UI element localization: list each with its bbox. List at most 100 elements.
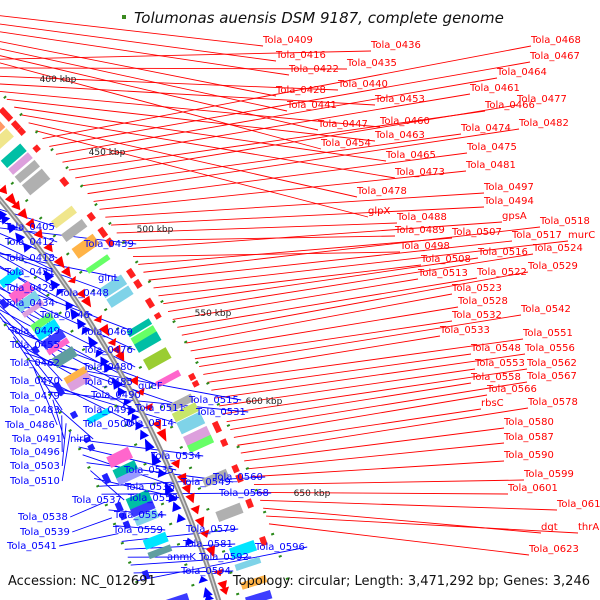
reverse-gene-label[interactable]: Tola_0421: [4, 267, 55, 278]
reverse-gene-label[interactable]: Tola_0470: [9, 376, 60, 387]
forward-gene-label[interactable]: Tola_0488: [396, 212, 447, 223]
forward-gene-label[interactable]: Tola_0567: [526, 371, 577, 382]
forward-gene-label[interactable]: rbsC: [481, 398, 504, 409]
forward-gene-label[interactable]: Tola_0551: [522, 328, 573, 339]
reverse-gene-label[interactable]: Tola_0531: [195, 407, 246, 418]
reverse-gene-label[interactable]: Tola_0503: [9, 461, 60, 472]
forward-gene-label[interactable]: Tola_0489: [394, 225, 445, 236]
forward-gene-label[interactable]: Tola_0566: [486, 384, 537, 395]
reverse-gene-label[interactable]: Tola_0429: [4, 283, 55, 294]
reverse-gene-label[interactable]: Tola_0511: [134, 403, 185, 414]
forward-gene-label[interactable]: Tola_0532: [451, 310, 502, 321]
reverse-gene-label[interactable]: Tola_0560: [212, 472, 263, 483]
forward-gene-label[interactable]: Tola_0474: [460, 123, 511, 134]
forward-gene-label[interactable]: Tola_0416: [275, 50, 326, 61]
reverse-gene-label[interactable]: Tola_0449: [9, 326, 60, 337]
reverse-gene-label[interactable]: nirD: [70, 434, 91, 445]
reverse-gene-label[interactable]: Tola_0538: [17, 512, 68, 523]
reverse-gene-label[interactable]: Tola_0539: [19, 527, 70, 538]
reverse-gene-label[interactable]: Tola_0500: [82, 419, 133, 430]
forward-gene-label[interactable]: Tola_0522: [476, 267, 527, 278]
reverse-gene-label[interactable]: Tola_0534: [150, 451, 201, 462]
forward-gene-label[interactable]: Tola_0578: [527, 397, 578, 408]
reverse-gene-label[interactable]: Tola_0476: [82, 345, 133, 356]
forward-gene-label[interactable]: Tola_0508: [420, 254, 471, 265]
reverse-gene-label[interactable]: Tola_0495: [82, 405, 133, 416]
forward-gene-label[interactable]: thrA: [578, 522, 599, 533]
forward-gene-label[interactable]: Tola_0466: [484, 100, 535, 111]
forward-gene-label[interactable]: Tola_0436: [370, 40, 421, 51]
reverse-gene-label[interactable]: Tola_0592: [198, 552, 249, 563]
forward-gene-label[interactable]: glpX: [368, 206, 390, 217]
reverse-gene-label[interactable]: Tola_0448: [58, 288, 109, 299]
forward-gene-label[interactable]: Tola_0516: [477, 247, 528, 258]
reverse-gene-label[interactable]: Tola_0594: [180, 566, 231, 577]
forward-gene-label[interactable]: Tola_0523: [451, 283, 502, 294]
reverse-gene-label[interactable]: Tola_0581: [182, 539, 233, 550]
reverse-gene-label[interactable]: Tola_0537: [71, 495, 122, 506]
forward-gene-label[interactable]: Tola_0447: [317, 119, 368, 130]
forward-gene-label[interactable]: Tola_0482: [518, 118, 569, 129]
forward-gene-label[interactable]: Tola_0463: [374, 130, 425, 141]
reverse-gene-label[interactable]: Tola_0491: [11, 434, 62, 445]
forward-gene-label[interactable]: Tola_0477: [516, 94, 567, 105]
reverse-gene-label[interactable]: Tola_0483: [9, 405, 60, 416]
reverse-gene-label[interactable]: Tola_0596: [254, 542, 305, 553]
forward-gene-label[interactable]: Tola_0507: [451, 227, 502, 238]
forward-gene-label[interactable]: Tola_0517: [511, 230, 562, 241]
reverse-gene-label[interactable]: Tola_0418: [4, 253, 55, 264]
forward-gene-label[interactable]: Tola_0475: [466, 142, 517, 153]
forward-gene-label[interactable]: Tola_0409: [262, 35, 313, 46]
forward-gene-label[interactable]: Tola_0556: [524, 343, 575, 354]
forward-gene-label[interactable]: Tola_0558: [470, 372, 521, 383]
reverse-gene-label[interactable]: Tola_0536: [124, 482, 175, 493]
forward-gene-label[interactable]: Tola_0590: [503, 450, 554, 461]
forward-gene-label[interactable]: Tola_0528: [457, 296, 508, 307]
forward-gene-label[interactable]: Tola_0513: [417, 268, 468, 279]
forward-gene-label[interactable]: Tola_0460: [379, 116, 430, 127]
reverse-gene-label[interactable]: Tola_0462: [9, 358, 60, 369]
reverse-gene-label[interactable]: Tola_0479: [9, 391, 60, 402]
reverse-gene-label[interactable]: Tola_0550: [127, 493, 178, 504]
reverse-gene-label[interactable]: Tola_0515: [188, 395, 239, 406]
reverse-gene-label[interactable]: Tola_0412: [4, 237, 55, 248]
reverse-gene-label[interactable]: Tola_0480: [82, 362, 133, 373]
reverse-gene-label[interactable]: Tola_0514: [123, 418, 174, 429]
forward-gene-label[interactable]: Tola_0494: [483, 196, 534, 207]
reverse-gene-label[interactable]: Tola_0446: [39, 310, 90, 321]
forward-gene-label[interactable]: Tola_0542: [520, 304, 571, 315]
forward-gene-label[interactable]: Tola_0553: [474, 358, 525, 369]
forward-gene-label[interactable]: Tola_0481: [465, 160, 516, 171]
forward-gene-label[interactable]: Tola_0562: [526, 358, 577, 369]
reverse-gene-label[interactable]: Tola_0439: [83, 239, 134, 250]
reverse-gene-label[interactable]: Tola_0559: [112, 525, 163, 536]
reverse-gene-label[interactable]: Tola_0434: [4, 298, 55, 309]
forward-gene-label[interactable]: Tola_0478: [356, 186, 407, 197]
reverse-gene-label[interactable]: Tola_0490: [90, 390, 141, 401]
forward-gene-label[interactable]: Tola_0533: [439, 325, 490, 336]
reverse-gene-label[interactable]: Tola_0485: [82, 377, 133, 388]
reverse-gene-label[interactable]: Tola_0579: [185, 524, 236, 535]
forward-gene-label[interactable]: Tola_0468: [530, 35, 581, 46]
forward-gene-label[interactable]: Tola_0435: [346, 58, 397, 69]
reverse-gene-label[interactable]: glnL: [98, 273, 119, 284]
reverse-gene-label[interactable]: Tola_0549: [180, 477, 231, 488]
forward-gene-label[interactable]: Tola_0464: [496, 67, 547, 78]
forward-gene-label[interactable]: gpsA: [502, 211, 527, 222]
forward-gene-label[interactable]: murC: [568, 230, 595, 241]
forward-gene-label[interactable]: Tola_0580: [503, 417, 554, 428]
forward-gene-label[interactable]: Tola_0498: [399, 241, 450, 252]
reverse-gene-label[interactable]: anmK: [167, 552, 196, 563]
reverse-gene-label[interactable]: Tola_0469: [82, 327, 133, 338]
reverse-gene-label[interactable]: Tola_0535: [123, 465, 174, 476]
forward-gene-label[interactable]: Tola_0623: [528, 544, 579, 555]
forward-gene-label[interactable]: dgt: [541, 522, 558, 533]
forward-gene-label[interactable]: Tola_0599: [523, 469, 574, 480]
reverse-gene-label[interactable]: Tola_0496: [9, 447, 60, 458]
forward-gene-label[interactable]: Tola_0473: [394, 167, 445, 178]
forward-gene-label[interactable]: Tola_0518: [539, 216, 590, 227]
reverse-gene-label[interactable]: Tola_0568: [218, 488, 269, 499]
forward-gene-label[interactable]: Tola_0497: [483, 182, 534, 193]
reverse-gene-label[interactable]: Tola_0554: [113, 510, 164, 521]
forward-gene-label[interactable]: Tola_0441: [286, 100, 337, 111]
